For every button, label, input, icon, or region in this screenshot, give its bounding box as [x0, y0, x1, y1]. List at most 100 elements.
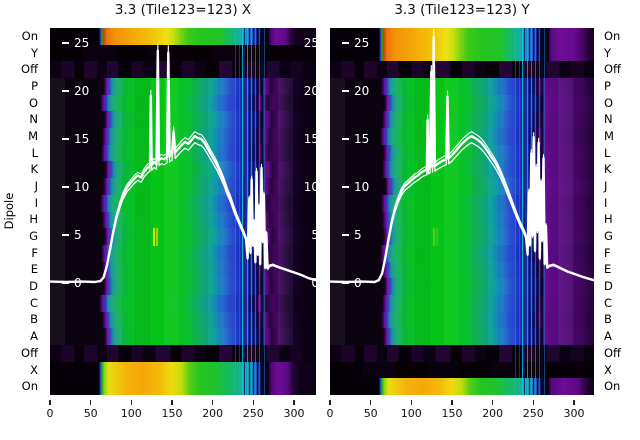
dipole-label-c: C	[604, 295, 613, 310]
y-tick-value-right-edge: 5	[311, 228, 316, 242]
dipole-label-d: D	[604, 279, 613, 294]
y-tick-value: 10	[354, 180, 370, 194]
dipole-label-off: Off	[21, 345, 38, 360]
dipole-labels-left: On Y Off P O N M L K J I H G F E D C B A Off X On	[0, 28, 38, 395]
bandpass-trace	[330, 47, 594, 283]
heatmap-row-e	[330, 261, 594, 280]
x-tick-label-200: 200	[482, 407, 504, 420]
dipole-labels-right: On Y Off P O N M L K J I H G F E D C B A Off X On	[604, 28, 640, 395]
bandpass-trace	[330, 35, 594, 284]
heatmap-panel-x: 25 25 20 20 15 15 10 10 5 5 0 0	[50, 28, 316, 395]
heatmap-row-x	[330, 361, 594, 379]
heatmap-row-c	[330, 294, 594, 313]
x-tick-mark	[532, 400, 534, 405]
y-tick-mark	[62, 186, 69, 188]
bright-pixel-mark	[156, 228, 159, 246]
x-tick-mark	[370, 400, 372, 405]
bright-pixel-mark	[433, 228, 436, 246]
dipole-label-on: On	[604, 28, 621, 43]
bright-pixel-mark	[153, 228, 156, 246]
y-tick-mark	[62, 90, 69, 92]
dipole-label-l: L	[604, 145, 611, 160]
y-tick-mark	[342, 42, 349, 44]
y-tick-label-25: 25	[342, 34, 369, 52]
x-tick-label-50: 50	[363, 407, 378, 420]
x-tick-label-0: 0	[326, 407, 334, 420]
y-tick-mark	[342, 90, 349, 92]
rfi-channel-stripe	[244, 28, 246, 395]
y-tick-value: 20	[354, 84, 370, 98]
y-tick-value-right-edge: 25	[303, 36, 316, 50]
heatmap-row-a	[330, 328, 594, 347]
x-tick-mark	[293, 400, 295, 405]
dipole-label-o: O	[28, 95, 38, 110]
y-tick-mark	[62, 42, 69, 44]
y-tick-label-5: 5	[62, 226, 82, 244]
dipole-label-p: P	[31, 78, 38, 93]
dipole-label-k: K	[604, 162, 612, 177]
dipole-label-g: G	[604, 229, 613, 243]
heatmap-row-n	[330, 111, 594, 130]
y-tick-value: 25	[74, 36, 90, 50]
dipole-label-c: C	[29, 295, 38, 310]
x-tick-mark	[252, 400, 254, 405]
x-tick-label-250: 250	[242, 407, 264, 420]
dipole-label-j: J	[34, 179, 38, 193]
dipole-label-l: L	[31, 145, 38, 160]
x-tick-label-200: 200	[202, 407, 224, 420]
heatmap-row-y	[330, 44, 594, 63]
x-tick-mark	[329, 400, 331, 405]
dipole-label-on: On	[21, 28, 38, 43]
rfi-channel-stripe	[241, 28, 244, 395]
x-tick-mark	[492, 400, 494, 405]
dipole-label-j: J	[604, 179, 608, 193]
dipole-label-n: N	[29, 112, 38, 127]
x-tick-label-150: 150	[441, 407, 463, 420]
rfi-channel-stripe	[524, 28, 526, 395]
y-tick-value: 5	[74, 228, 82, 242]
y-tick-label-10: 10	[62, 178, 89, 196]
bandpass-trace	[50, 43, 316, 283]
x-tick-label-50: 50	[83, 407, 98, 420]
bandpass-trace	[50, 60, 316, 283]
y-tick-value-right-edge: 10	[303, 180, 316, 194]
y-tick-label-15: 15	[62, 130, 89, 148]
x-tick-mark	[212, 400, 214, 405]
x-tick-mark	[410, 400, 412, 405]
dipole-label-o: O	[604, 95, 614, 110]
heatmap-row-on	[330, 378, 594, 395]
x-tick-label-300: 300	[563, 407, 585, 420]
dipole-label-on: On	[604, 379, 621, 394]
heatmap-row-d	[330, 278, 594, 296]
bandpass-line-plot	[330, 29, 594, 284]
y-tick-value: 5	[354, 228, 362, 242]
dipole-label-on: On	[21, 379, 38, 394]
heatmap-row-b	[330, 311, 594, 330]
dipole-label-x: X	[604, 362, 612, 377]
y-tick-mark	[62, 234, 69, 236]
dipole-label-a: A	[30, 329, 38, 344]
y-tick-value: 0	[354, 276, 362, 290]
dipole-label-off: Off	[604, 62, 621, 77]
x-tick-label-0: 0	[46, 407, 54, 420]
y-tick-value: 0	[74, 276, 82, 290]
y-tick-label-10: 10	[342, 178, 369, 196]
dipole-label-i: I	[604, 195, 608, 210]
dipole-label-b: B	[604, 312, 612, 327]
dipole-label-h: H	[29, 212, 38, 227]
dipole-label-h: H	[604, 212, 613, 227]
dipole-label-y: Y	[604, 45, 612, 60]
y-tick-value: 15	[354, 132, 370, 146]
dipole-label-e: E	[30, 262, 38, 277]
dipole-label-off: Off	[604, 345, 621, 360]
heatmap-row-off	[330, 344, 594, 363]
y-tick-label-5: 5	[342, 226, 362, 244]
bandpass-line-plot	[50, 43, 316, 284]
y-tick-value: 15	[74, 132, 90, 146]
dipole-label-m: M	[28, 128, 38, 143]
dipole-label-e: E	[604, 262, 612, 277]
x-tick-mark	[90, 400, 92, 405]
y-tick-mark	[342, 138, 349, 140]
heatmap-panel-y: 25 20 15 10 5 0	[330, 28, 594, 395]
heatmap-row-off	[330, 61, 594, 79]
